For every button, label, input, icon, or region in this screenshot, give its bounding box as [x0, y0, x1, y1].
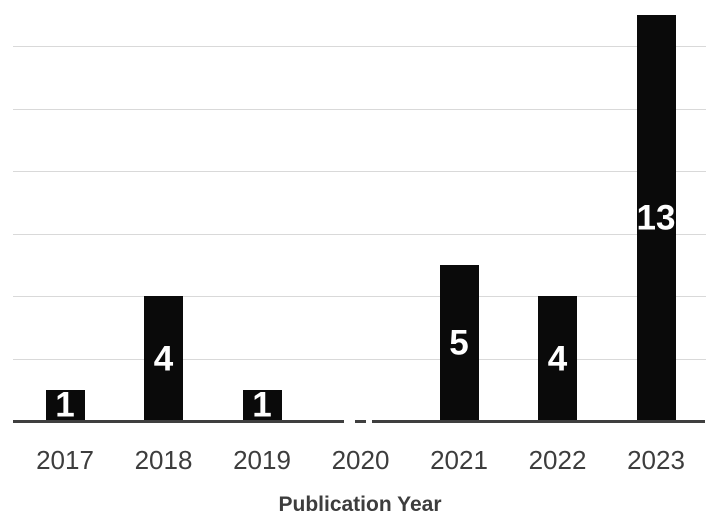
bar-value-label-2017: 1 [55, 385, 75, 425]
gridline [13, 171, 706, 172]
gridline [13, 233, 706, 235]
x-tick-label-2023: 2023 [627, 445, 685, 475]
gridline [13, 108, 706, 110]
bar-value-label-2021: 5 [449, 323, 469, 363]
bar-2021 [439, 264, 479, 421]
bar-value-label-2019: 1 [252, 385, 272, 425]
x-axis-title: Publication Year [278, 493, 442, 516]
x-tick-label-2022: 2022 [528, 445, 587, 475]
axis-break-dash [355, 420, 366, 423]
x-tick-label-2020: 2020 [331, 445, 390, 475]
bar-2023 [636, 14, 676, 421]
bar-2018 [144, 296, 183, 421]
gridline [13, 46, 706, 47]
bar-value-label-2022: 4 [547, 339, 568, 378]
bar-value-label-2023: 13 [636, 198, 676, 238]
x-tick-label-2018: 2018 [134, 445, 193, 475]
bar-value-label-2018: 4 [153, 339, 174, 378]
x-tick-label-2019: 2019 [233, 445, 291, 475]
x-tick-label-2017: 2017 [36, 445, 94, 475]
gridline [13, 296, 706, 297]
x-tick-label-2021: 2021 [430, 445, 488, 475]
bar-2019 [242, 389, 282, 421]
gridline [13, 358, 706, 360]
bar-2022 [538, 296, 577, 421]
bar-2017 [45, 389, 85, 421]
